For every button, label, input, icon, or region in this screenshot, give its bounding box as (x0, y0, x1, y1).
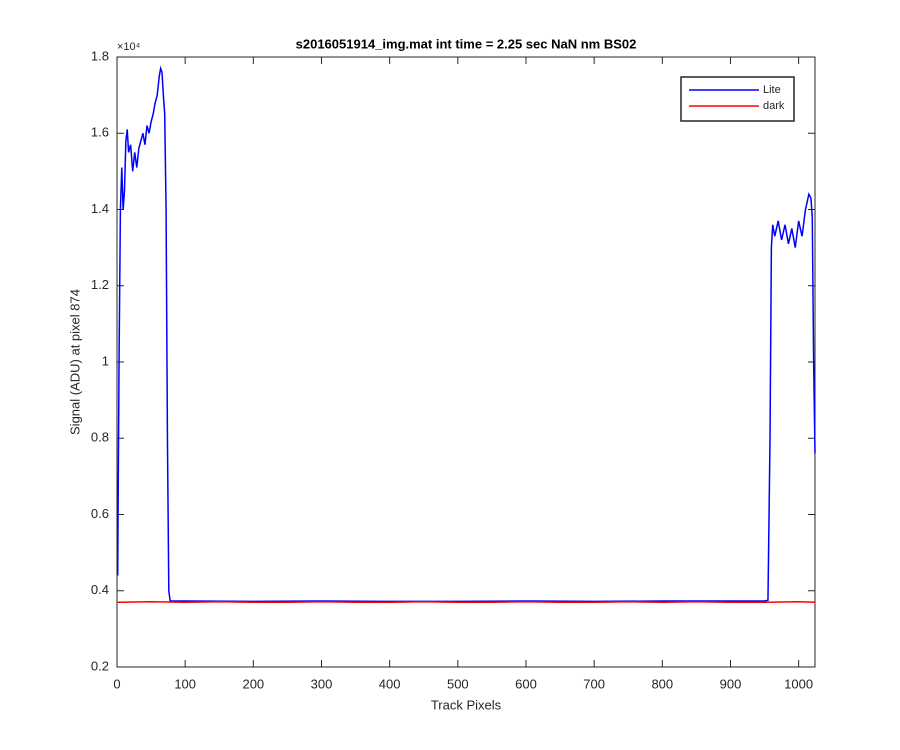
y-tick-label: 1 (102, 353, 109, 368)
x-tick-label: 1000 (784, 676, 813, 691)
y-tick-label: 1.4 (91, 201, 109, 216)
legend-label: dark (763, 100, 785, 112)
x-tick-label: 200 (242, 676, 264, 691)
x-tick-label: 600 (515, 676, 537, 691)
y-tick-label: 0.4 (91, 582, 109, 597)
x-tick-label: 300 (311, 676, 333, 691)
y-tick-label: 1.2 (91, 277, 109, 292)
x-axis-label: Track Pixels (431, 697, 502, 712)
x-tick-label: 100 (174, 676, 196, 691)
y-axis-label: Signal (ADU) at pixel 874 (67, 289, 82, 435)
x-tick-label: 500 (447, 676, 469, 691)
y-tick-label: 0.6 (91, 506, 109, 521)
x-tick-label: 400 (379, 676, 401, 691)
y-tick-label: 0.2 (91, 658, 109, 673)
y-tick-label: 1.6 (91, 125, 109, 140)
x-tick-label: 0 (113, 676, 120, 691)
y-tick-label: 1.8 (91, 48, 109, 63)
y-tick-label: 0.8 (91, 430, 109, 445)
x-tick-label: 800 (651, 676, 673, 691)
x-tick-label: 900 (720, 676, 742, 691)
legend-box (680, 76, 795, 122)
y-exponent-label: ×10⁴ (117, 41, 141, 53)
legend-label: Lite (763, 84, 781, 96)
x-tick-label: 700 (583, 676, 605, 691)
series-line (116, 65, 816, 603)
plot-frame (116, 56, 816, 668)
chart-title: s2016051914_img.mat int time = 2.25 sec … (296, 36, 637, 51)
